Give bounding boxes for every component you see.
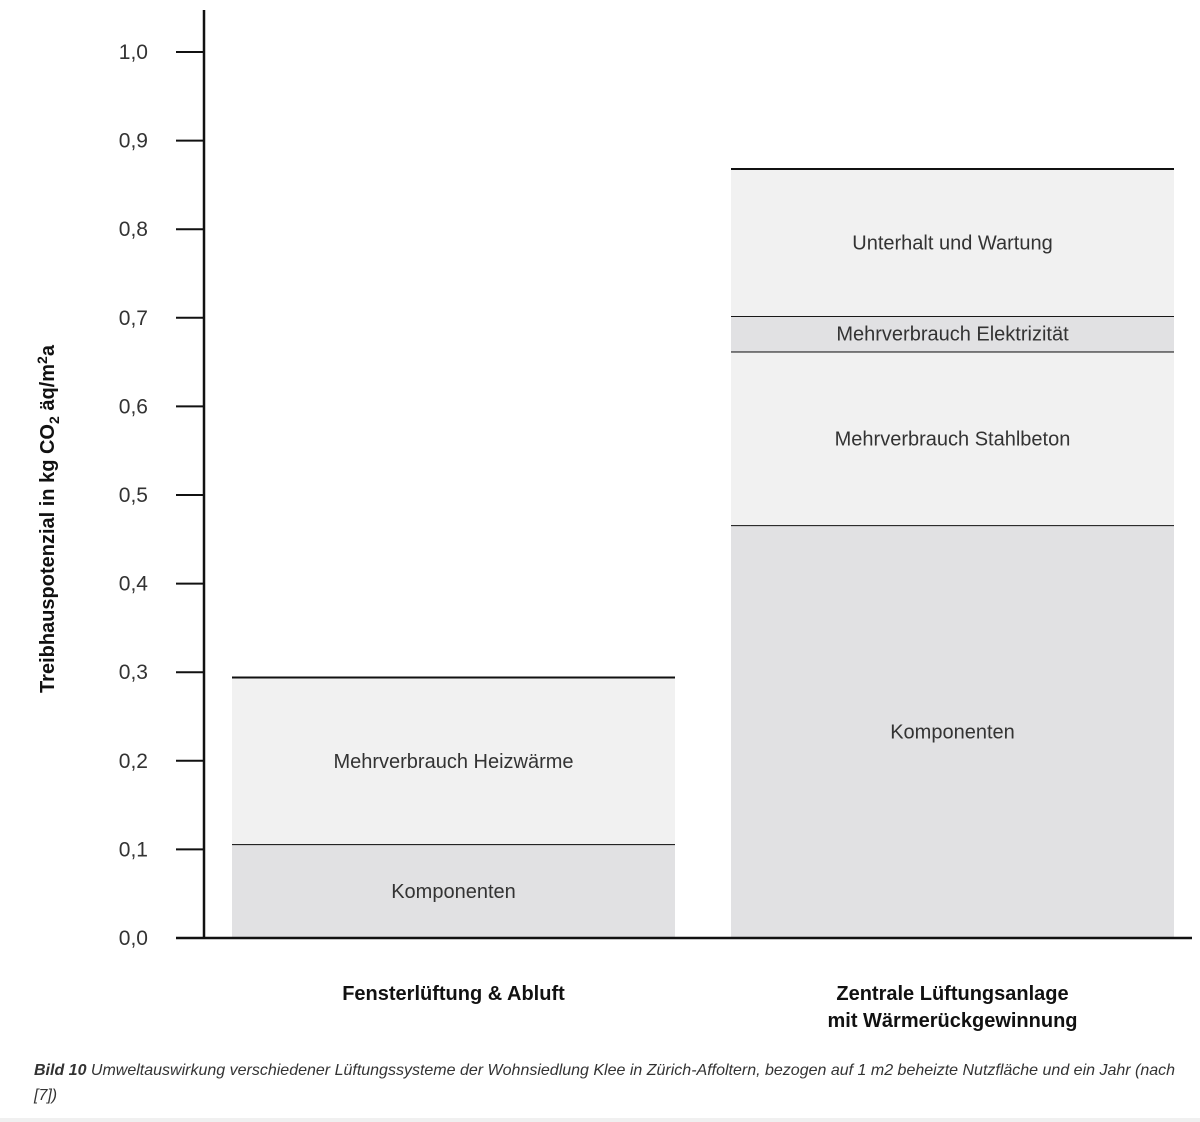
- y-tick-label: 0,3: [119, 661, 148, 684]
- category-label: Fensterlüftung & Abluft: [342, 983, 565, 1005]
- y-axis-title-main: Treibhauspotenzial in kg CO: [37, 424, 59, 693]
- categories-layer: Fensterlüftung & Abluft Zentrale Lüftungs…: [342, 983, 1077, 1032]
- y-axis-title-end: a: [37, 344, 59, 356]
- category-label-line: Fensterlüftung & Abluft: [342, 983, 565, 1005]
- segment-label: Mehrverbrauch Elektrizität: [836, 324, 1069, 346]
- figure-caption: Bild 10 Umweltauswirkung verschiedener L…: [34, 1058, 1184, 1108]
- caption-label: Bild 10: [34, 1062, 87, 1079]
- y-tick-label: 1,0: [119, 41, 148, 64]
- category-label-line: mit Wärmerückgewinnung: [827, 1010, 1077, 1032]
- bar-segment: [232, 677, 675, 845]
- segment-label: Mehrverbrauch Heizwärme: [333, 751, 573, 773]
- segment-label: Komponenten: [890, 722, 1015, 744]
- segment-label: Komponenten: [391, 881, 516, 903]
- category-label-line: Zentrale Lüftungsanlage: [836, 983, 1068, 1005]
- footer-divider: [0, 1118, 1200, 1122]
- y-axis-title-mid: äq/m: [37, 364, 59, 416]
- category-label: Zentrale Lüftungsanlage mit Wärmerückgewi…: [827, 983, 1077, 1032]
- y-tick-label: 0,0: [119, 927, 148, 950]
- bar-segment: [731, 525, 1174, 938]
- y-axis-title-sub: 2: [46, 416, 62, 424]
- bar-segment: [731, 168, 1174, 317]
- y-axis-title-sup: 2: [34, 356, 50, 364]
- y-tick-label: 0,9: [119, 130, 148, 153]
- y-tick-label: 0,6: [119, 395, 148, 418]
- axis-layer: [176, 10, 1192, 940]
- y-tick-label: 0,2: [119, 750, 148, 773]
- y-axis-title: Treibhauspotenzial in kg CO2 äq/m2a: [34, 344, 62, 693]
- y-tick-label: 0,8: [119, 218, 148, 241]
- bars-layer: Komponenten Mehrverbrauch Heizwärme Kompon…: [232, 167, 1174, 938]
- stacked-bar-chart: Komponenten Mehrverbrauch Heizwärme Kompon…: [34, 10, 1192, 1032]
- y-tick-label: 0,7: [119, 307, 148, 330]
- y-tick-label: 0,4: [119, 573, 149, 596]
- y-tick-label: 0,5: [119, 484, 148, 507]
- y-tick-label: 0,1: [119, 838, 148, 861]
- caption-text: Umweltauswirkung verschiedener Lüftungss…: [34, 1062, 1176, 1104]
- segment-label: Unterhalt und Wartung: [852, 232, 1052, 254]
- bar-segment: [731, 351, 1174, 526]
- bar-segment: [731, 316, 1174, 352]
- bar-segment: [232, 844, 675, 938]
- segment-label: Mehrverbrauch Stahlbeton: [835, 428, 1071, 450]
- ticks-layer: 0,0 0,1 0,2 0,3 0,4 0,5 0,6 0,7 0,8 0,9 1,0: [119, 41, 204, 950]
